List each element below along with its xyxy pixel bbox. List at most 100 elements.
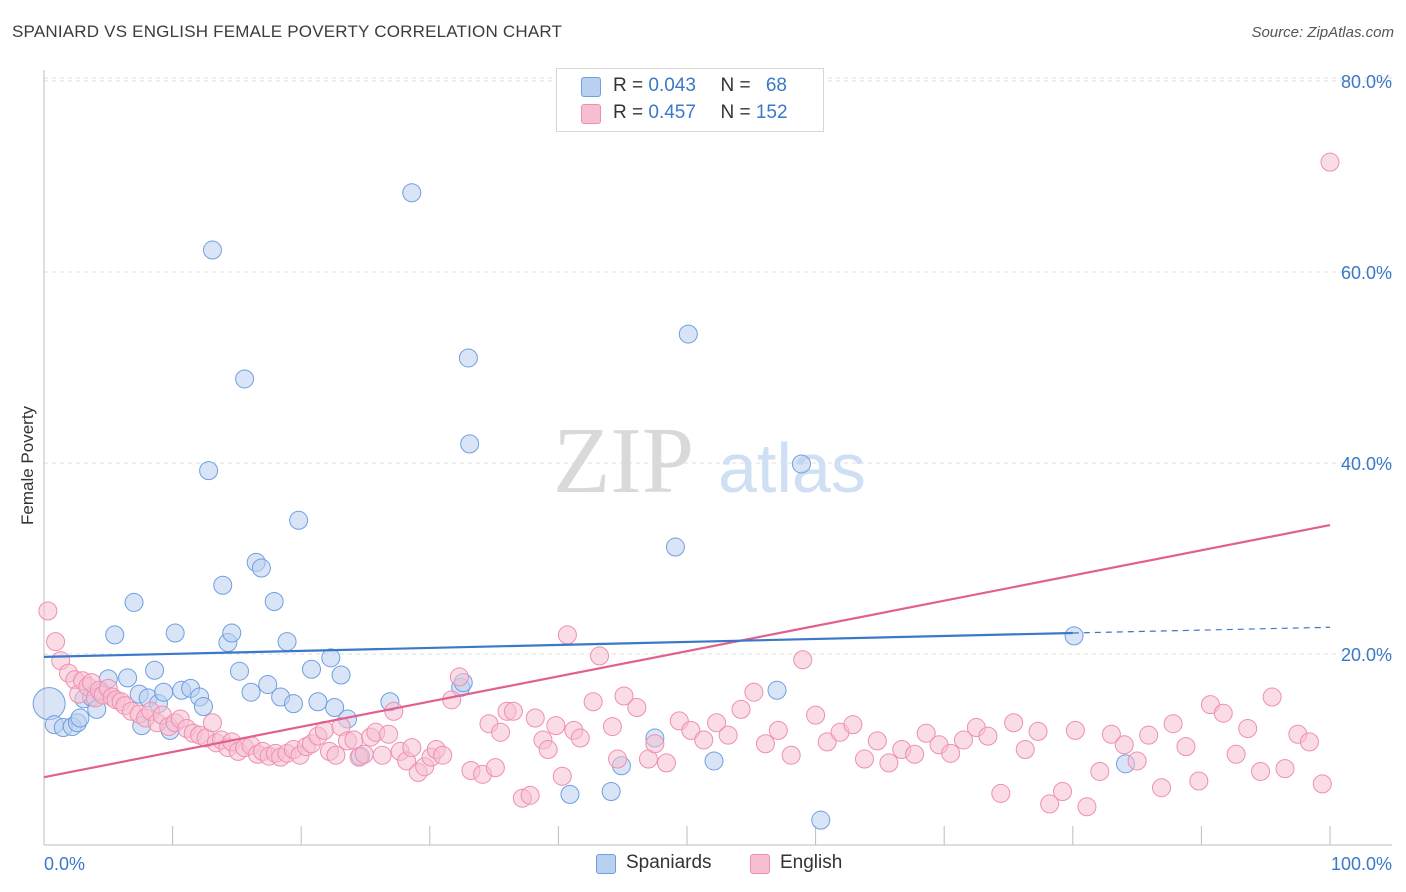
trend-line-spaniards-extension (1072, 626, 1331, 634)
legend-swatch-pink (581, 104, 601, 124)
data-point-spaniards (222, 623, 242, 643)
data-point-english (1262, 687, 1282, 707)
data-point-english (744, 682, 764, 702)
data-point-english (449, 667, 469, 687)
data-point-english (1101, 724, 1121, 744)
data-point-spaniards (767, 680, 787, 700)
data-point-english (1251, 761, 1271, 781)
data-point-spaniards (235, 369, 255, 389)
data-point-spaniards (154, 682, 174, 702)
data-point-english (793, 650, 813, 670)
data-point-english (1028, 721, 1048, 741)
data-point-english (905, 744, 925, 764)
data-point-english (781, 745, 801, 765)
y-tick-label: 60.0% (1341, 263, 1392, 283)
tick-labels: 20.0% 40.0% 60.0% 80.0% 0.0% 100.0% (44, 72, 1392, 874)
data-point-spaniards (458, 348, 478, 368)
source-label: Source: ZipAtlas.com (1251, 24, 1394, 41)
data-point-spaniards (321, 648, 341, 668)
data-point-english (645, 734, 665, 754)
data-point-english (817, 732, 837, 752)
data-point-english (590, 646, 610, 666)
data-point-english (718, 725, 738, 745)
data-point-spaniards (560, 784, 580, 804)
data-point-english (854, 749, 874, 769)
data-point-spaniards (331, 665, 351, 685)
legend-r-label: R = (613, 102, 649, 123)
data-point-english (546, 716, 566, 736)
data-point-english (1238, 718, 1258, 738)
data-point-spaniards (165, 623, 185, 643)
data-point-english (879, 753, 899, 773)
data-point-spaniards (202, 240, 222, 260)
legend-swatch-blue (581, 77, 601, 97)
data-point-english (1077, 797, 1097, 817)
data-point-english (1004, 713, 1024, 733)
svg-text:atlas: atlas (718, 429, 866, 507)
data-point-english (755, 734, 775, 754)
data-point-english (520, 785, 540, 805)
data-point-english (583, 692, 603, 712)
data-point-spaniards (460, 434, 480, 454)
data-point-english (1226, 744, 1246, 764)
data-point-english (1127, 751, 1147, 771)
data-point-spaniards (811, 810, 831, 830)
data-point-english (867, 731, 887, 751)
data-point-english (1015, 740, 1035, 759)
data-point-english (627, 697, 647, 717)
data-point-english (1299, 732, 1319, 752)
data-point-english (978, 726, 998, 746)
series-legend: Spaniards English (0, 852, 1406, 878)
data-point-english (384, 701, 404, 721)
data-point-english (1090, 761, 1110, 781)
data-point-english (570, 728, 590, 748)
data-point-spaniards (704, 751, 724, 771)
data-point-english (656, 753, 676, 773)
legend-r-value: 0.457 (648, 102, 696, 123)
data-point-spaniards (665, 537, 685, 557)
data-point-spaniards (301, 659, 321, 679)
data-point-spaniards (145, 660, 165, 680)
data-point-english (608, 749, 628, 769)
data-point-english (1176, 737, 1196, 757)
data-point-english (843, 715, 863, 735)
data-point-spaniards (283, 694, 303, 714)
data-point-english (442, 690, 462, 710)
trend-line-english (43, 523, 1331, 779)
data-point-english (1152, 778, 1172, 798)
data-point-english (614, 686, 634, 706)
data-point-spaniards (258, 675, 278, 695)
y-tick-label: 40.0% (1341, 454, 1392, 474)
trend-lines (43, 523, 1331, 779)
data-point-english (1114, 735, 1134, 755)
watermark: ZIP atlas (553, 409, 866, 513)
data-point-english (202, 713, 222, 733)
legend-label-spaniards: Spaniards (626, 852, 712, 873)
data-point-english (1320, 152, 1340, 172)
svg-text:ZIP: ZIP (553, 409, 694, 513)
x-tick-label-min: 0.0% (44, 854, 85, 874)
legend-n-value: 68 (765, 75, 787, 96)
data-point-english (491, 722, 511, 742)
data-point-english (941, 743, 961, 763)
data-point-english (602, 717, 622, 737)
data-point-english (433, 745, 453, 765)
chart-title: SPANIARD VS ENGLISH FEMALE POVERTY CORRE… (12, 22, 563, 41)
data-point-english (38, 601, 58, 621)
data-point-english (485, 758, 505, 778)
data-point-english (503, 701, 523, 721)
legend-r-value: 0.043 (648, 75, 696, 96)
trend-line-spaniards (43, 631, 1073, 658)
data-point-english (1213, 703, 1233, 723)
y-tick-label: 20.0% (1341, 645, 1392, 665)
data-point-english (1040, 794, 1060, 814)
data-point-english (681, 720, 701, 740)
data-point-english (538, 740, 558, 759)
data-point-spaniards (325, 697, 345, 717)
data-point-spaniards (213, 575, 233, 595)
data-point-english (1189, 771, 1209, 791)
legend-n-label: N = (720, 75, 756, 96)
data-point-english (326, 745, 346, 765)
data-point-english (46, 632, 66, 652)
y-tick-label: 80.0% (1341, 72, 1392, 92)
